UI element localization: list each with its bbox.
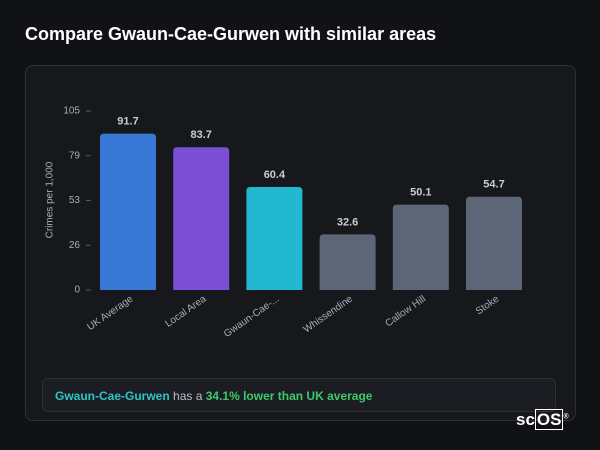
bar — [246, 187, 303, 290]
y-tick-label: 105 — [63, 106, 80, 117]
summary-area: Gwaun-Cae-Gurwen — [55, 389, 170, 403]
value-label: 91.7 — [117, 116, 138, 128]
x-tick-label: Stoke — [474, 293, 502, 317]
value-label: 32.6 — [337, 216, 358, 228]
logo-boxed: OS — [534, 409, 564, 430]
x-tick-label: Callow Hill — [383, 294, 428, 330]
summary-comparison: 34.1% lower than UK average — [205, 389, 373, 403]
logo: sc OS ® — [516, 409, 569, 430]
y-axis-label: Crimes per 1,000 — [45, 161, 56, 238]
value-label: 50.1 — [410, 186, 431, 198]
y-tick-label: 79 — [69, 150, 81, 161]
bar — [319, 234, 376, 290]
logo-prefix: sc — [516, 410, 535, 429]
logo-mark: ® — [563, 413, 569, 421]
y-tick-label: 26 — [69, 240, 81, 251]
bar — [392, 204, 449, 290]
y-tick-label: 0 — [74, 285, 80, 296]
page-title: Compare Gwaun-Cae-Gurwen with similar ar… — [25, 24, 437, 44]
value-label: 83.7 — [190, 129, 211, 141]
bar — [173, 147, 230, 290]
value-label: 60.4 — [264, 169, 286, 181]
x-tick-label: Gwaun-Cae-... — [222, 294, 282, 340]
x-tick-label: Local Area — [163, 293, 208, 329]
x-tick-label: UK Average — [85, 293, 135, 333]
bar — [100, 133, 156, 290]
summary-text: has a — [173, 389, 203, 403]
bar — [466, 196, 522, 290]
summary: Gwaun-Cae-Gurwen has a 34.1% lower than … — [42, 378, 556, 412]
value-label: 54.7 — [483, 179, 504, 191]
x-tick-label: Whissendine — [302, 293, 356, 335]
y-tick-label: 53 — [69, 195, 81, 206]
